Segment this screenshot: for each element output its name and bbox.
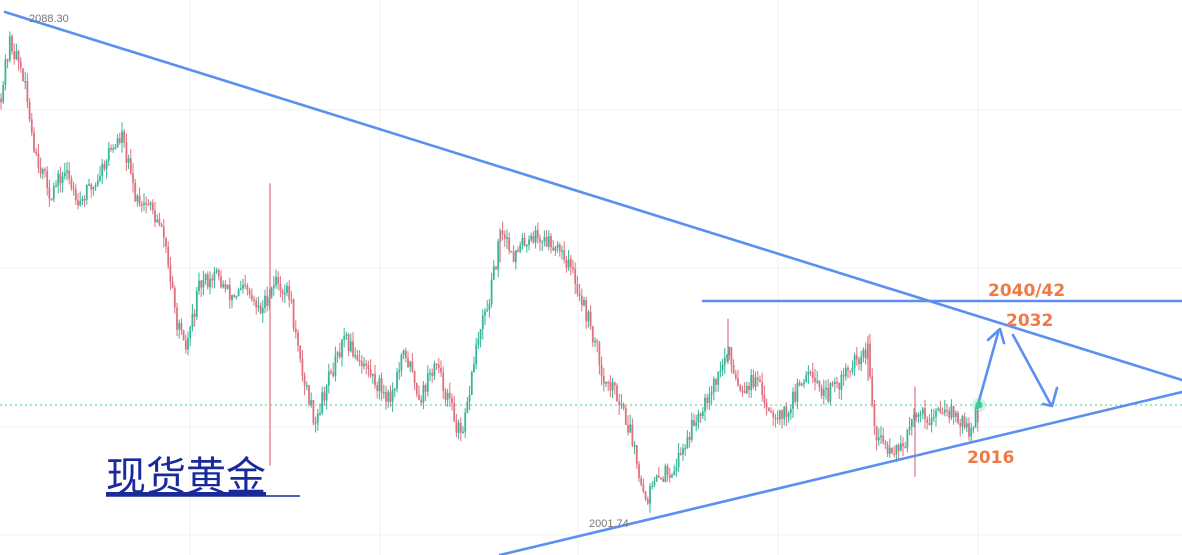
high-price-marker: 2088.30 [29, 13, 69, 25]
level-label-2016: 2016 [967, 448, 1014, 468]
level-label-2040-42: 2040/42 [988, 281, 1065, 301]
low-price-marker: 2001.74 [589, 518, 629, 530]
projection-arrow-down-head [1041, 386, 1059, 408]
projection-arrow-up [975, 331, 1000, 410]
candles [0, 31, 979, 513]
descending-trendline [3, 10, 1182, 382]
projection-arrow-up-head [986, 327, 1006, 345]
current-price-marker [975, 401, 983, 409]
ascending-trendline [498, 390, 1182, 555]
level-label-2032: 2032 [1006, 311, 1053, 331]
chart-title: 现货黄金 [106, 454, 266, 500]
projection-arrow-down [1011, 333, 1053, 407]
